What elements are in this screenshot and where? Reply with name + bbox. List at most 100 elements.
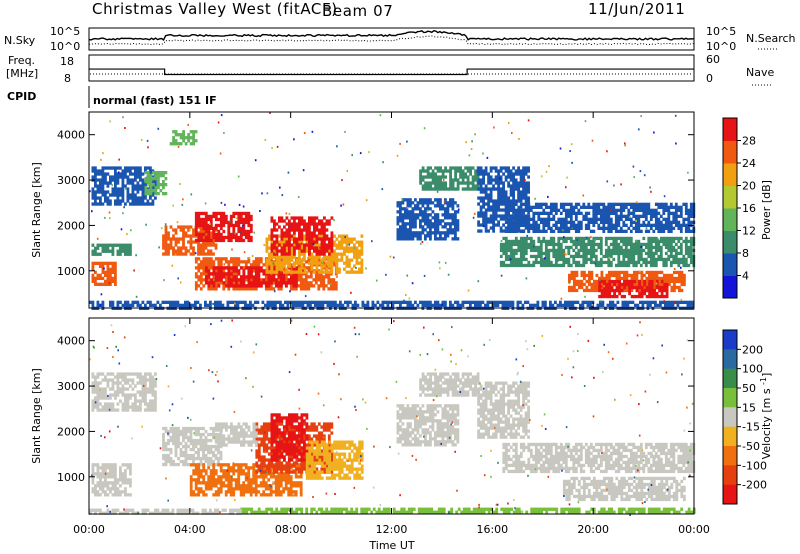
power-cell (547, 211, 551, 215)
power-cell (577, 236, 581, 241)
power-cell (659, 229, 663, 233)
power-cell (406, 231, 410, 235)
power-cell (648, 285, 651, 290)
power-cell (497, 199, 500, 203)
power-cell (207, 223, 211, 228)
power-cell (401, 213, 405, 217)
power-cell (645, 282, 649, 287)
power-cell (600, 294, 604, 299)
power-cell (617, 242, 621, 247)
power-cell (600, 288, 604, 293)
power-speckle (351, 154, 353, 157)
power-cell (602, 226, 606, 230)
power-cell (197, 269, 201, 273)
power-cell (588, 288, 591, 293)
power-cell (129, 181, 132, 185)
power-cell (634, 303, 637, 307)
power-cell (444, 210, 447, 214)
power-cell (431, 225, 435, 229)
power-cell (187, 136, 190, 140)
power-cell (207, 260, 211, 264)
power-cell (283, 231, 286, 235)
power-cell (637, 254, 641, 259)
power-cell (344, 300, 347, 304)
power-cell (224, 235, 228, 240)
power-cell (619, 263, 623, 268)
power-cell (328, 252, 331, 256)
power-cell (624, 251, 628, 256)
power-speckle (406, 274, 409, 277)
power-cell (603, 288, 606, 293)
power-cell (629, 217, 633, 221)
power-cell (401, 234, 405, 238)
power-cell (202, 226, 206, 231)
power-cell (677, 208, 681, 212)
power-cell (564, 220, 568, 224)
power-cell (492, 220, 495, 224)
power-cell (574, 263, 578, 268)
power-cell (295, 281, 298, 285)
power-cell (444, 303, 447, 307)
power-cell (121, 184, 125, 188)
power-cell (316, 303, 320, 307)
power-cell (599, 208, 603, 212)
velocity-cell (94, 463, 97, 467)
power-cell (91, 261, 95, 265)
power-cell (431, 172, 435, 176)
power-cell (318, 234, 321, 238)
power-cell (679, 211, 683, 215)
power-cell (608, 279, 611, 284)
power-cell (466, 169, 470, 173)
power-cell (320, 237, 324, 241)
power-cell (214, 214, 218, 219)
power-cell (547, 205, 551, 209)
power-cell (189, 225, 193, 229)
power-cell (614, 220, 618, 224)
power-cell (285, 216, 289, 220)
power-cell (617, 254, 621, 259)
power-cell (587, 236, 591, 241)
power-cell (119, 202, 122, 206)
power-cell (186, 300, 190, 304)
power-speckle (624, 142, 626, 145)
power-speckle (217, 121, 220, 124)
power-cell (280, 231, 284, 235)
power-cell (194, 300, 197, 304)
power-cell (346, 300, 350, 304)
power-cell (328, 219, 331, 223)
power-cell (504, 190, 508, 194)
power-cell (582, 214, 586, 218)
power-cell (321, 303, 325, 307)
power-cell (471, 178, 475, 182)
power-cell (664, 303, 667, 307)
power-cell (650, 270, 654, 275)
power-cell (287, 278, 291, 282)
power-speckle (624, 144, 626, 147)
power-cell (512, 263, 516, 268)
power-cell (104, 243, 107, 247)
power-cell (323, 270, 326, 274)
power-cell (182, 237, 185, 241)
power-cell (459, 166, 462, 170)
power-cell (527, 196, 530, 200)
power-cell (627, 239, 631, 244)
power-cell (512, 175, 515, 179)
power-cell (234, 232, 238, 237)
power-speckle (447, 273, 450, 276)
power-cell (283, 234, 286, 238)
power-cell (580, 282, 584, 287)
power-cell (569, 245, 573, 250)
power-cell (114, 187, 117, 191)
power-cell (129, 246, 132, 250)
power-cell (638, 270, 641, 275)
power-cell (324, 272, 328, 276)
power-cell (532, 211, 536, 215)
power-cell (522, 214, 526, 218)
power-cell (589, 245, 593, 250)
power-cell (451, 201, 455, 205)
power-cell (284, 272, 288, 276)
power-cell (293, 255, 296, 259)
power-cell (613, 294, 616, 299)
power-speckle (427, 209, 429, 212)
power-cell (114, 243, 117, 247)
